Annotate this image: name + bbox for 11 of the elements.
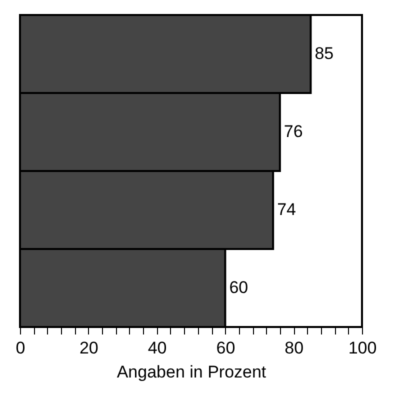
- data-label: 60: [229, 278, 248, 297]
- x-tick-label: 100: [348, 338, 377, 358]
- data-label: 74: [277, 200, 296, 219]
- x-tick-label: 60: [216, 338, 236, 358]
- data-label: 85: [314, 44, 334, 63]
- x-tick-label: 80: [284, 338, 304, 358]
- x-axis-title: Angaben in Prozent: [116, 362, 266, 382]
- x-tick-label: 20: [79, 338, 98, 358]
- x-tick-label: 0: [16, 338, 26, 358]
- x-tick-label: 40: [148, 338, 167, 358]
- data-label: 76: [284, 122, 303, 141]
